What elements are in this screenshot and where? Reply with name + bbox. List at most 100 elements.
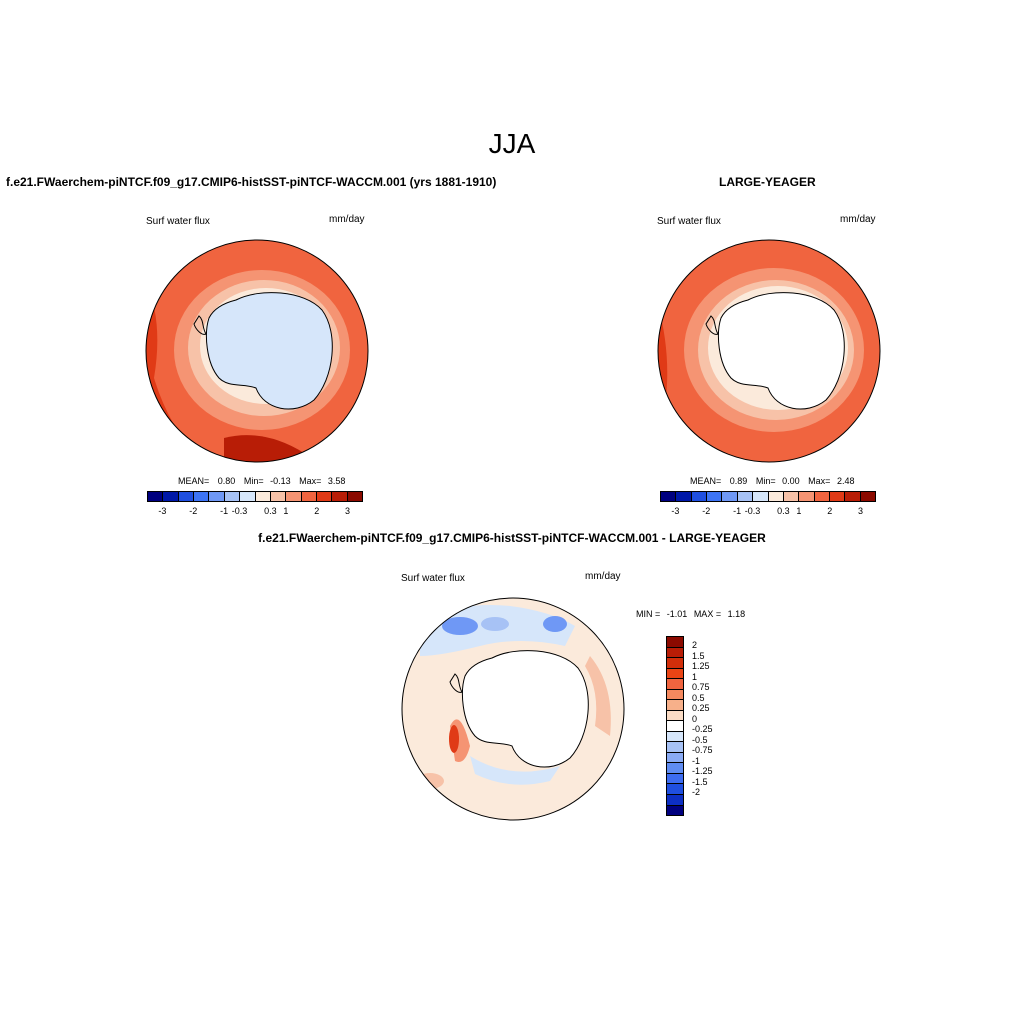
colorbar-tick-label: 0.25 [692,703,710,714]
diff-colorbar-ticks: 2 1.5 1.25 1 0.75 0.5 0.25 0 -0.25 -0.5 -0.75 -1 -1.… [692,636,742,814]
diff-colorbar-swatches [666,636,684,816]
diff-min-label: MIN = [636,609,661,619]
colorbar-tick-label: 0.5 [692,692,705,703]
colorbar-tick-label: 1.25 [692,661,710,672]
colorbar-tick-label: -1 [220,506,229,516]
colorbar-tick-label: -1 [733,506,742,516]
colorbar-swatch [667,647,683,659]
colorbar-swatch [667,805,683,816]
colorbar-tick-label: 0.3 [264,506,277,516]
diff-min-value: -1.01 [666,609,688,619]
colorbar-swatch [667,710,683,722]
colorbar-swatch [301,492,317,501]
right-max-value: 2.48 [836,476,855,486]
right-colorbar-ticks: -3 -2 -1 -0.3 0.3 1 2 3 [660,506,876,518]
right-variable-label: Surf water flux [657,216,721,227]
left-mean-value: 0.80 [217,476,236,486]
colorbar-swatch [270,492,287,501]
right-colorbar-swatches [660,491,876,502]
left-max-value: 3.58 [327,476,346,486]
colorbar-swatch [332,492,348,501]
colorbar-swatch [667,700,683,711]
colorbar-swatch [667,731,683,743]
right-panel-title: LARGE-YEAGER [719,175,816,189]
colorbar-swatch [783,492,800,501]
colorbar-swatch [209,492,225,501]
colorbar-swatch [163,492,179,501]
colorbar-tick-label: -1.5 [692,776,708,787]
colorbar-swatch [661,492,677,501]
left-panel-title: f.e21.FWaerchem-piNTCF.f09_g17.CMIP6-his… [6,175,497,189]
right-mean-value: 0.89 [729,476,748,486]
colorbar-tick-label: -3 [671,506,680,516]
colorbar-tick-label: 0.75 [692,682,710,693]
colorbar-swatch [178,492,195,501]
colorbar-swatch [829,492,846,501]
colorbar-tick-label: -0.25 [692,724,713,735]
right-colorbar: -3 -2 -1 -0.3 0.3 1 2 3 [660,491,876,518]
diff-max-label: MAX = [693,609,722,619]
colorbar-swatch [667,721,683,732]
colorbar-tick-label: 1.5 [692,650,705,661]
colorbar-tick-label: -1 [692,755,701,766]
colorbar-tick-label: -1.25 [692,766,713,777]
left-mean-label: MEAN= [178,476,210,486]
colorbar-swatch [737,492,754,501]
left-min-value: -0.13 [270,476,291,486]
colorbar-swatch [845,492,861,501]
colorbar-swatch [722,492,738,501]
colorbar-swatch [255,492,271,501]
diff-max-value: 1.18 [727,609,746,619]
diff-colorbar: 2 1.5 1.25 1 0.75 0.5 0.25 0 -0.25 -0.5 -0.75 -1 -1.… [666,636,746,816]
left-colorbar-ticks: -3 -2 -1 -0.3 0.3 1 2 3 [147,506,363,518]
right-stats: MEAN= 0.89 Min= 0.00 Max= 2.48 [690,476,854,486]
colorbar-swatch [316,492,333,501]
colorbar-swatch [667,668,683,680]
colorbar-tick-label: -0.3 [231,506,248,516]
colorbar-tick-label: 3 [345,506,351,516]
colorbar-swatch [707,492,723,501]
colorbar-tick-label: -3 [158,506,167,516]
colorbar-tick-label: -2 [189,506,198,516]
left-max-label: Max= [299,476,322,486]
colorbar-swatch [768,492,784,501]
colorbar-tick-label: 2 [827,506,833,516]
colorbar-tick-label: 1 [692,671,698,682]
colorbar-swatch [667,689,683,701]
colorbar-swatch [347,492,363,501]
colorbar-swatch [691,492,708,501]
colorbar-tick-label: -2 [692,787,701,798]
colorbar-swatch [667,679,683,690]
left-min-label: Min= [243,476,264,486]
colorbar-swatch [667,752,683,764]
colorbar-tick-label: 0 [692,713,698,724]
colorbar-swatch [148,492,164,501]
colorbar-tick-label: -0.3 [744,506,761,516]
colorbar-tick-label: -0.75 [692,745,713,756]
colorbar-swatch [667,742,683,753]
left-stats: MEAN= 0.80 Min= -0.13 Max= 3.58 [178,476,345,486]
colorbar-swatch [814,492,830,501]
left-colorbar: -3 -2 -1 -0.3 0.3 1 2 3 [147,491,363,518]
colorbar-swatch [240,492,256,501]
left-units-label: mm/day [329,214,365,225]
right-max-label: Max= [808,476,831,486]
colorbar-swatch [753,492,769,501]
left-polar-map [145,239,369,463]
colorbar-swatch [667,637,683,648]
diff-variable-label: Surf water flux [401,573,465,584]
colorbar-swatch [676,492,692,501]
diff-panel-title: f.e21.FWaerchem-piNTCF.f09_g17.CMIP6-his… [258,531,766,545]
colorbar-tick-label: 0.3 [777,506,790,516]
colorbar-tick-label: -2 [702,506,711,516]
left-variable-label: Surf water flux [146,216,210,227]
colorbar-swatch [667,763,683,774]
colorbar-swatch [667,773,683,785]
colorbar-swatch [224,492,241,501]
colorbar-swatch [667,794,683,806]
colorbar-tick-label: 2 [314,506,320,516]
colorbar-tick-label: 2 [692,640,698,651]
diff-polar-map [401,597,625,821]
diff-units-label: mm/day [585,571,621,582]
diff-minmax: MIN = -1.01 MAX = 1.18 [636,609,745,619]
